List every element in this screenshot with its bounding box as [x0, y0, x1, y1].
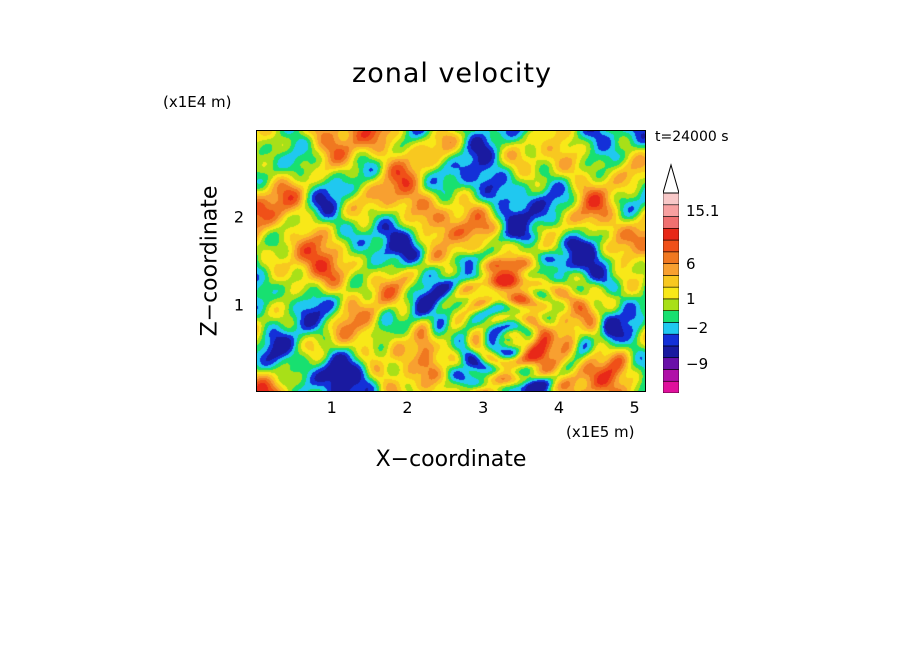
colorbar-swatch — [663, 216, 679, 229]
colorbar-swatch — [663, 380, 679, 393]
colorbar-label: 1 — [686, 289, 696, 308]
x-tick-label: 5 — [629, 398, 640, 417]
colorbar-swatch — [663, 310, 679, 323]
colorbar-label: 6 — [686, 254, 696, 273]
y-tick-label: 1 — [233, 295, 244, 315]
x-tick-label: 4 — [553, 398, 564, 417]
colorbar-swatch — [663, 263, 679, 276]
colorbar-swatch — [663, 192, 679, 206]
colorbar-swatch — [663, 357, 679, 370]
x-axis-label: X−coordinate — [375, 447, 527, 472]
colorbar-swatch — [663, 322, 679, 335]
colorbar-swatch — [663, 275, 679, 288]
colorbar-label: −2 — [686, 319, 709, 338]
heatmap-field — [257, 131, 645, 391]
x-tick-label: 2 — [402, 398, 413, 417]
colorbar-swatch — [663, 286, 679, 300]
y-axis-unit: (x1E4 m) — [163, 93, 232, 111]
y-tick-label: 2 — [233, 207, 244, 227]
x-tick-label: 1 — [326, 398, 337, 417]
colorbar-label: 15.1 — [686, 201, 720, 220]
colorbar-swatch — [663, 298, 679, 311]
time-annotation: t=24000 s — [655, 129, 729, 145]
colorbar-swatch — [663, 239, 679, 253]
chart-title: zonal velocity — [352, 58, 552, 89]
heatmap-plot-area — [256, 130, 646, 392]
x-tick-label: 3 — [478, 398, 489, 417]
colorbar-swatch — [663, 204, 679, 217]
colorbar — [663, 163, 679, 393]
x-axis-unit: (x1E5 m) — [566, 423, 635, 441]
colorbar-swatch — [663, 333, 679, 347]
colorbar-swatch — [663, 369, 679, 382]
colorbar-extend-triangle — [663, 163, 679, 194]
colorbar-swatch — [663, 251, 679, 264]
colorbar-swatch — [663, 345, 679, 359]
colorbar-swatch — [663, 227, 679, 241]
colorbar-label: −9 — [686, 354, 709, 373]
y-axis-label: Z−coordinate — [197, 185, 223, 337]
